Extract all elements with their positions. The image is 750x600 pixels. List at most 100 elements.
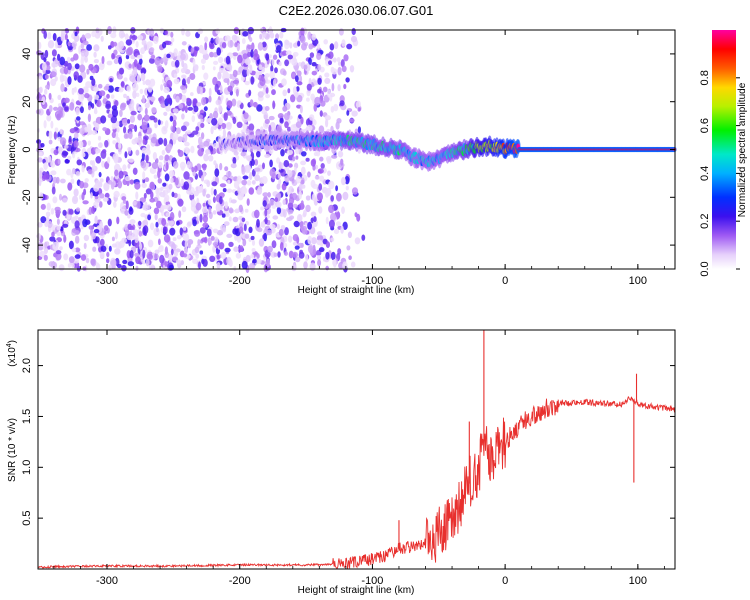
spectrogram-noise-cell: [205, 149, 211, 155]
spectrogram-noise-cell: [346, 110, 350, 116]
spectrogram-noise-cell: [211, 181, 218, 187]
spectrogram-noise-cell: [139, 197, 146, 203]
spectrogram-noise-cell: [121, 264, 127, 272]
spectrogram-noise-cell: [157, 170, 161, 179]
spectrogram-noise-cell: [80, 42, 85, 49]
spectrogram-noise-cell: [150, 54, 156, 60]
spectrogram-noise-cell: [213, 60, 219, 65]
spectrogram-noise-cell: [43, 173, 50, 180]
spectrogram-noise-cell: [135, 265, 139, 271]
spectrogram-noise-cell: [189, 73, 196, 80]
spectrogram-noise-cell: [125, 200, 129, 210]
spectrogram-noise-cell: [286, 217, 293, 222]
colorbar-tick-label: 0.0: [699, 261, 711, 276]
spectrogram-noise-cell: [146, 41, 153, 48]
spectrogram-noise-cell: [149, 47, 155, 53]
spectrogram-noise-cell: [186, 189, 192, 195]
spectrogram-noise-cell: [87, 140, 92, 146]
spectrogram-noise-cell: [284, 59, 289, 67]
spectrogram-noise-cell: [240, 151, 246, 157]
spectrogram-noise-cell: [318, 206, 323, 214]
spectrogram-noise-cell: [306, 97, 310, 102]
spectrogram-noise-cell: [279, 117, 284, 124]
spectrogram-noise-cell: [71, 195, 79, 205]
spectrogram-noise-cell: [194, 64, 199, 72]
spectrogram-noise-cell: [155, 200, 162, 209]
spectrogram-noise-cell: [245, 221, 249, 226]
spectrogram-noise-cell: [164, 173, 170, 182]
spectrogram-noise-cell: [53, 106, 59, 111]
spectrogram-noise-cell: [330, 251, 336, 261]
spectrogram-noise-cell: [258, 64, 263, 71]
spectrogram-noise-cell: [122, 199, 127, 204]
spectrogram-noise-cell: [343, 83, 347, 90]
spectrogram-noise-cell: [237, 54, 243, 64]
spectrogram-noise-cell: [219, 68, 225, 73]
spectrogram-noise-cell: [265, 94, 270, 99]
spectrogram-noise-cell: [346, 43, 353, 50]
spectrogram-noise-cell: [232, 228, 239, 235]
spectrogram-noise-cell: [62, 151, 69, 156]
spectrogram-noise-cell: [181, 41, 187, 46]
spectrogram-noise-cell: [37, 41, 42, 50]
spectrogram-noise-cell: [212, 245, 216, 253]
spectrogram-noise-cell: [294, 245, 300, 250]
spectrogram-noise-cell: [303, 209, 307, 217]
spectrogram-noise-cell: [276, 183, 281, 190]
spectrogram-noise-cell: [249, 262, 256, 270]
spectrogram-noise-cell: [267, 245, 273, 253]
spectrogram-noise-cell: [313, 151, 318, 157]
spectrogram-noise-cell: [141, 147, 148, 154]
spectrogram-marks: [35, 26, 677, 274]
spectrogram-noise-cell: [174, 251, 178, 257]
spectrogram-noise-cell: [285, 50, 292, 56]
spectrogram-noise-cell: [264, 154, 271, 158]
spectrogram-noise-cell: [176, 235, 182, 240]
spectrogram-noise-cell: [71, 87, 75, 95]
spectrogram-noise-cell: [278, 161, 282, 170]
spectrogram-noise-cell: [197, 28, 203, 35]
spectrogram-noise-cell: [66, 168, 72, 176]
spectrogram-noise-cell: [92, 246, 97, 252]
spectrogram-noise-cell: [164, 194, 170, 202]
spectrogram-noise-cell: [138, 230, 143, 237]
spectrogram-noise-cell: [217, 71, 222, 80]
spectrogram-noise-cell: [113, 49, 118, 56]
spectrogram-noise-cell: [292, 251, 298, 258]
spectrogram-noise-cell: [354, 237, 361, 245]
snr-x-label: Height of straight line (km): [298, 585, 415, 596]
spectrogram-noise-cell: [62, 209, 67, 216]
spectrogram-noise-cell: [346, 245, 351, 251]
spectrogram-noise-cell: [202, 258, 208, 267]
spectrogram-noise-cell: [261, 66, 266, 73]
spectrogram-noise-cell: [300, 27, 305, 36]
spectrogram-noise-cell: [40, 216, 47, 224]
spectrogram-noise-cell: [59, 74, 64, 83]
spectrogram-noise-cell: [73, 53, 79, 61]
spectrogram-noise-cell: [88, 105, 91, 111]
spectrogram-noise-cell: [325, 251, 330, 260]
spectrogram-noise-cell: [184, 105, 188, 113]
spectrogram-noise-cell: [123, 93, 127, 99]
snr-x-ticks: -300 -200 -100 0 100: [53, 330, 665, 587]
spectrogram-noise-cell: [147, 214, 152, 221]
colorbar-tick-label: 0.4: [699, 166, 711, 181]
spectrogram-noise-cell: [250, 49, 254, 58]
spectrogram-noise-cell: [163, 234, 171, 243]
spectrogram-noise-cell: [56, 225, 61, 231]
spectrogram-noise-cell: [134, 137, 139, 144]
spectrogram-noise-cell: [231, 98, 237, 107]
spectrogram-noise-cell: [38, 75, 43, 80]
spectrogram-noise-cell: [68, 208, 74, 215]
spectrogram-noise-cell: [269, 224, 276, 229]
spectrogram-noise-cell: [172, 256, 178, 262]
spectrogram-noise-cell: [145, 79, 151, 86]
spectrogram-noise-cell: [210, 37, 214, 44]
spectrogram-noise-cell: [301, 184, 306, 189]
spectrogram-noise-cell: [172, 237, 177, 242]
spectrogram-noise-cell: [187, 148, 191, 153]
spectrogram-noise-cell: [57, 158, 61, 165]
spectrogram-noise-cell: [128, 63, 132, 69]
spectrogram-noise-cell: [74, 63, 80, 70]
spectrogram-noise-cell: [153, 174, 158, 179]
